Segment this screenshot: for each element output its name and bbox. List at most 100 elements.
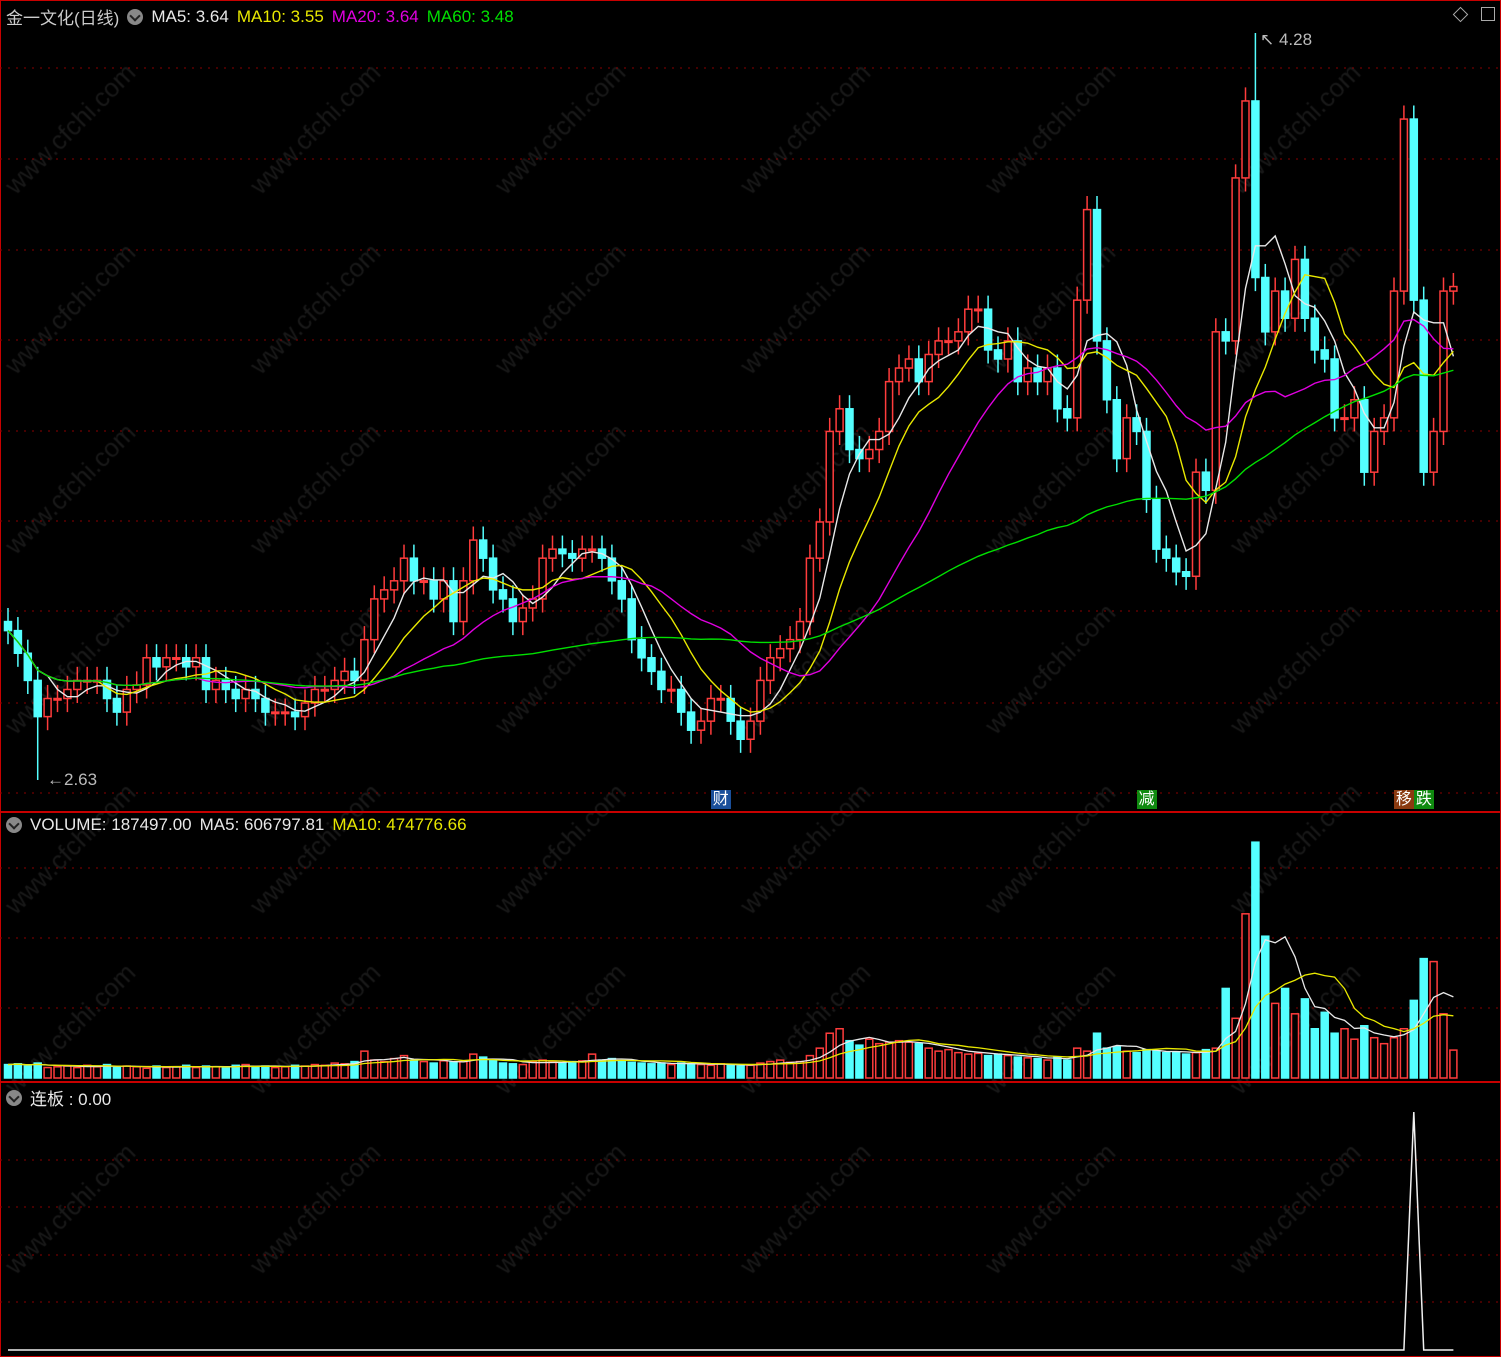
volume-bar-up [300, 1065, 310, 1079]
volume-bar-down [1013, 1056, 1023, 1079]
candle-down [478, 539, 488, 559]
stock-title: 金一文化(日线) [6, 9, 120, 28]
volume-bar-down [221, 1066, 231, 1079]
candle-down [617, 580, 627, 600]
volume-bar-up [815, 1047, 825, 1079]
candle-up [1290, 258, 1300, 320]
volume-bar-down [152, 1065, 161, 1079]
lianban-line [8, 1111, 1454, 1351]
price-header: 金一文化(日线) MA5: 3.64 MA10: 3.55 MA20: 3.64… [6, 4, 514, 29]
high-price-label: ↖ 4.28 [1260, 30, 1313, 49]
volume-bar-down [855, 1044, 864, 1079]
volume-bar-up [459, 1060, 468, 1079]
candle-up [716, 697, 726, 701]
volume-bar-up [53, 1066, 62, 1079]
event-marker[interactable]: 移 [1393, 790, 1414, 809]
candle-up [1122, 417, 1131, 460]
dropdown-icon[interactable] [127, 8, 144, 25]
candle-down [1330, 358, 1339, 419]
volume-bar-up [360, 1050, 369, 1079]
volume-bar-down [1181, 1053, 1191, 1079]
volume-bar-up [330, 1062, 339, 1079]
ma60-readout: MA60: 3.48 [426, 6, 514, 26]
candle-up [894, 367, 904, 383]
volume-bar-up [92, 1066, 102, 1079]
volume-bar-up [1191, 1051, 1201, 1079]
candle-down [231, 688, 240, 700]
candle-down [221, 679, 231, 691]
volume-bar-down [102, 1063, 112, 1079]
candle-up [785, 638, 795, 650]
volume-bar-down [1251, 841, 1260, 1079]
volume-bar-down [1162, 1051, 1171, 1079]
volume-bar-up [1369, 1036, 1379, 1079]
indicator-header: 连板 : 0.00 [6, 1085, 111, 1110]
event-marker[interactable]: 财 [710, 790, 731, 809]
volume-bar-up [865, 1038, 874, 1079]
volume-bar-down [726, 1063, 735, 1079]
volume-bar-up [1379, 1042, 1389, 1079]
volume-bar-up [548, 1061, 557, 1079]
candle-up [1369, 430, 1379, 473]
dropdown-icon[interactable] [6, 817, 22, 833]
volume-bar-down [1132, 1051, 1141, 1079]
candle-down [1181, 571, 1191, 578]
candle-down [508, 598, 518, 623]
event-marker[interactable]: 跌 [1413, 790, 1434, 809]
candle-up [904, 358, 914, 369]
volume-bar-up [696, 1063, 706, 1079]
candle-up [538, 557, 547, 600]
volume-bar-up [1399, 1027, 1409, 1079]
window-icon[interactable] [1481, 7, 1495, 21]
volume-bar-down [290, 1064, 300, 1079]
volume-bar-up [172, 1066, 181, 1079]
candle-up [211, 679, 221, 691]
candle-up [1270, 290, 1280, 333]
candle-down [1221, 331, 1230, 342]
candle-down [152, 657, 161, 668]
lianban-readout: 连板 : 0.00 [30, 1090, 112, 1109]
candle-down [1251, 100, 1260, 279]
event-marker[interactable]: 减 [1136, 790, 1157, 809]
volume-bar-up [1439, 1013, 1448, 1079]
dropdown-icon[interactable] [6, 1089, 22, 1106]
volume-bar-up [1072, 1047, 1082, 1079]
candle-down [686, 711, 696, 731]
volume-bar-up [766, 1060, 775, 1079]
candle-up [865, 448, 874, 460]
volume-bar-down [449, 1061, 458, 1079]
volume-bar-down [261, 1065, 270, 1079]
candle-down [1300, 258, 1310, 320]
volume-bar-up [587, 1053, 597, 1079]
candle-up [142, 657, 151, 686]
candle-up [1241, 100, 1250, 179]
volume-bar-down [409, 1059, 419, 1079]
volume-bar-down [597, 1059, 607, 1079]
candle-up [320, 688, 330, 692]
volume-bar-up [271, 1066, 280, 1079]
volume-bar-up [211, 1066, 221, 1079]
volume-bar-up [1389, 1036, 1399, 1079]
candle-up [696, 720, 706, 731]
volume-bar-up [1231, 1017, 1240, 1079]
volume-bar-down [231, 1064, 240, 1079]
volume-bar-up [973, 1052, 983, 1079]
volume-bar-down [508, 1063, 518, 1079]
volume-bar-down [3, 1063, 13, 1079]
candle-up [667, 688, 676, 692]
candle-up [53, 697, 62, 701]
candle-up [271, 711, 280, 715]
volume-bar-up [191, 1066, 201, 1079]
candle-up [766, 657, 775, 682]
high-price-value: 4.28 [1278, 30, 1313, 49]
volume-bar-down [498, 1062, 508, 1079]
candle-down [1053, 367, 1062, 410]
candle-down [845, 408, 854, 451]
volume-bar-up [73, 1066, 82, 1079]
candle-up [1340, 417, 1349, 421]
volume-bar-down [1033, 1057, 1042, 1079]
candle-up [310, 688, 320, 704]
ma60-line [7, 369, 1454, 687]
volume-bar-up [419, 1060, 429, 1079]
candle-down [1013, 340, 1023, 383]
